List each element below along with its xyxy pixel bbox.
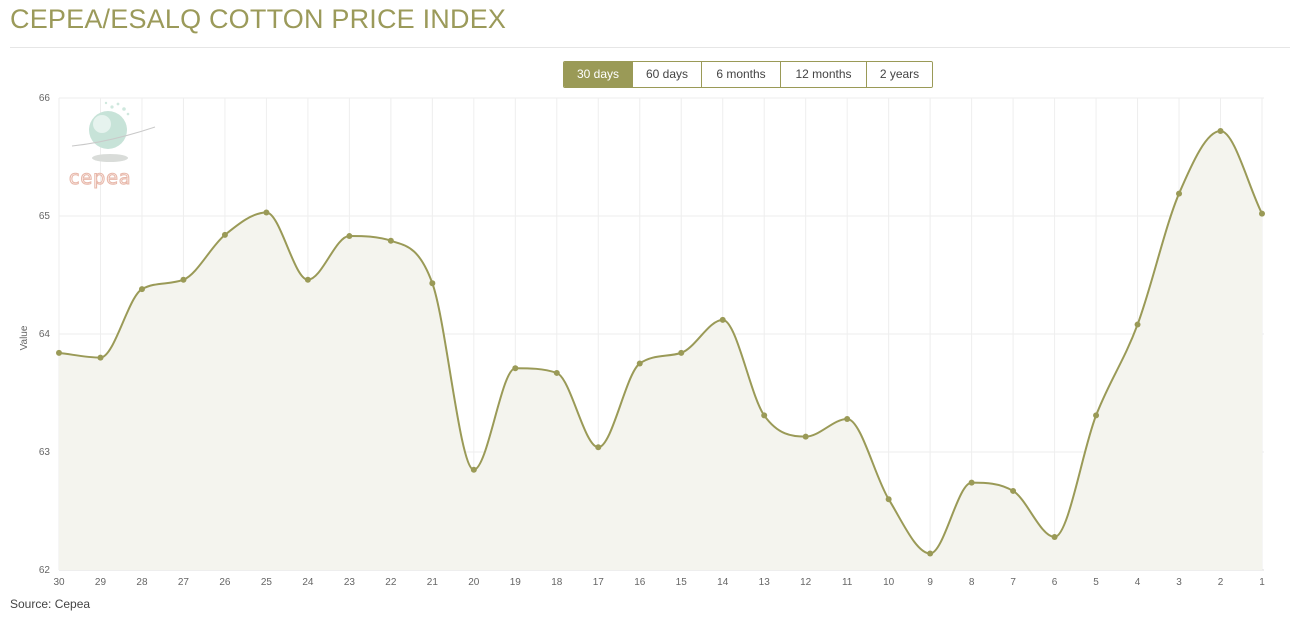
x-tick-label: 19: [510, 577, 522, 588]
x-tick-label: 20: [468, 577, 480, 588]
logo-wordmark: cepea: [69, 167, 132, 189]
tab-2-years[interactable]: 2 years: [866, 62, 932, 87]
series-line-path: [58, 130, 1263, 555]
x-tick-label: 10: [883, 577, 895, 588]
page-title: CEPEA/ESALQ COTTON PRICE INDEX: [10, 4, 507, 34]
data-point-17[interactable]: [595, 444, 602, 451]
data-point-22[interactable]: [387, 237, 394, 244]
data-point-15[interactable]: [678, 349, 685, 356]
data-point-29[interactable]: [97, 354, 104, 361]
x-tick-label: 12: [800, 577, 812, 588]
data-point-11[interactable]: [844, 415, 851, 422]
logo-orbit: [71, 126, 156, 147]
data-point-26[interactable]: [221, 231, 228, 238]
x-tick-label: 4: [1135, 577, 1141, 588]
y-tick-label: 64: [39, 329, 51, 340]
data-point-16[interactable]: [636, 360, 643, 367]
data-point-18[interactable]: [553, 369, 560, 376]
data-point-13[interactable]: [761, 412, 768, 419]
tab-60-days[interactable]: 60 days: [632, 62, 701, 87]
data-point-23[interactable]: [346, 233, 353, 240]
data-point-12[interactable]: [802, 433, 809, 440]
x-tick-label: 13: [759, 577, 771, 588]
data-point-20[interactable]: [470, 466, 477, 473]
x-tick-label: 21: [427, 577, 439, 588]
series-points: [56, 128, 1265, 557]
x-tick-label: 30: [53, 577, 65, 588]
data-point-1[interactable]: [1259, 210, 1265, 217]
data-point-7[interactable]: [1010, 487, 1017, 494]
x-tick-label: 9: [927, 577, 933, 588]
data-point-10[interactable]: [885, 496, 892, 503]
data-point-27[interactable]: [180, 276, 187, 283]
source-note: Source: Cepea: [10, 597, 91, 611]
logo-particle: [126, 112, 130, 116]
x-tick-label: 25: [261, 577, 273, 588]
tab-30-days[interactable]: 30 days: [564, 62, 632, 87]
data-point-3[interactable]: [1176, 190, 1183, 197]
x-tick-label: 29: [95, 577, 107, 588]
range-selector: 30 days 60 days 6 months 12 months 2 yea…: [563, 61, 933, 88]
x-tick-label: 2: [1218, 577, 1224, 588]
data-point-25[interactable]: [263, 209, 270, 216]
data-point-4[interactable]: [1134, 321, 1141, 328]
x-tick-label: 1: [1259, 577, 1265, 588]
tab-6-months[interactable]: 6 months: [701, 62, 780, 87]
y-tick-label: 62: [39, 565, 51, 576]
logo-shadow: [92, 154, 128, 162]
x-tick-label: 28: [136, 577, 148, 588]
x-tick-label: 11: [842, 577, 853, 588]
series-area-fill: [59, 131, 1262, 571]
x-tick-label: 16: [634, 577, 646, 588]
x-tick-label: 14: [717, 577, 729, 588]
tab-12-months[interactable]: 12 months: [780, 62, 866, 87]
data-point-9[interactable]: [927, 550, 934, 557]
x-tick-label: 8: [969, 577, 975, 588]
logo-particle: [122, 107, 126, 111]
x-axis-ticks: 30 29 28 27 26 25 24 23 22 21 20 19 18 17 16 15 14 13 12 11…: [53, 577, 1265, 588]
data-point-19[interactable]: [512, 365, 519, 372]
y-axis-title: Value: [19, 325, 30, 350]
logo-globe-highlight: [93, 115, 111, 133]
data-point-8[interactable]: [968, 479, 975, 486]
x-tick-label: 18: [551, 577, 563, 588]
x-tick-label: 22: [385, 577, 397, 588]
data-point-24[interactable]: [304, 276, 311, 283]
x-tick-label: 24: [302, 577, 314, 588]
series-line: [58, 130, 1263, 555]
data-point-2[interactable]: [1217, 128, 1224, 135]
x-tick-label: 7: [1010, 577, 1016, 588]
series-area: [59, 131, 1262, 571]
cepea-logo: cepea: [68, 101, 156, 190]
x-tick-label: 27: [178, 577, 190, 588]
data-point-30[interactable]: [56, 349, 62, 356]
y-axis-ticks: 62 63 64 65 66: [39, 93, 51, 576]
title-divider: [10, 47, 1290, 48]
x-tick-label: 23: [344, 577, 356, 588]
x-tick-label: 15: [676, 577, 688, 588]
data-point-28[interactable]: [138, 286, 145, 293]
data-point-21[interactable]: [429, 280, 436, 287]
y-tick-label: 63: [39, 447, 51, 458]
x-tick-label: 3: [1176, 577, 1182, 588]
x-tick-label: 6: [1052, 577, 1058, 588]
data-point-5[interactable]: [1093, 412, 1100, 419]
logo-particle: [104, 101, 108, 105]
y-tick-label: 65: [39, 211, 51, 222]
y-tick-label: 66: [39, 93, 51, 104]
x-tick-label: 26: [219, 577, 231, 588]
x-tick-label: 5: [1093, 577, 1099, 588]
logo-particle: [116, 102, 120, 106]
data-point-14[interactable]: [719, 316, 726, 323]
data-point-6[interactable]: [1051, 533, 1058, 540]
logo-particle: [110, 105, 114, 109]
x-tick-label: 17: [593, 577, 605, 588]
